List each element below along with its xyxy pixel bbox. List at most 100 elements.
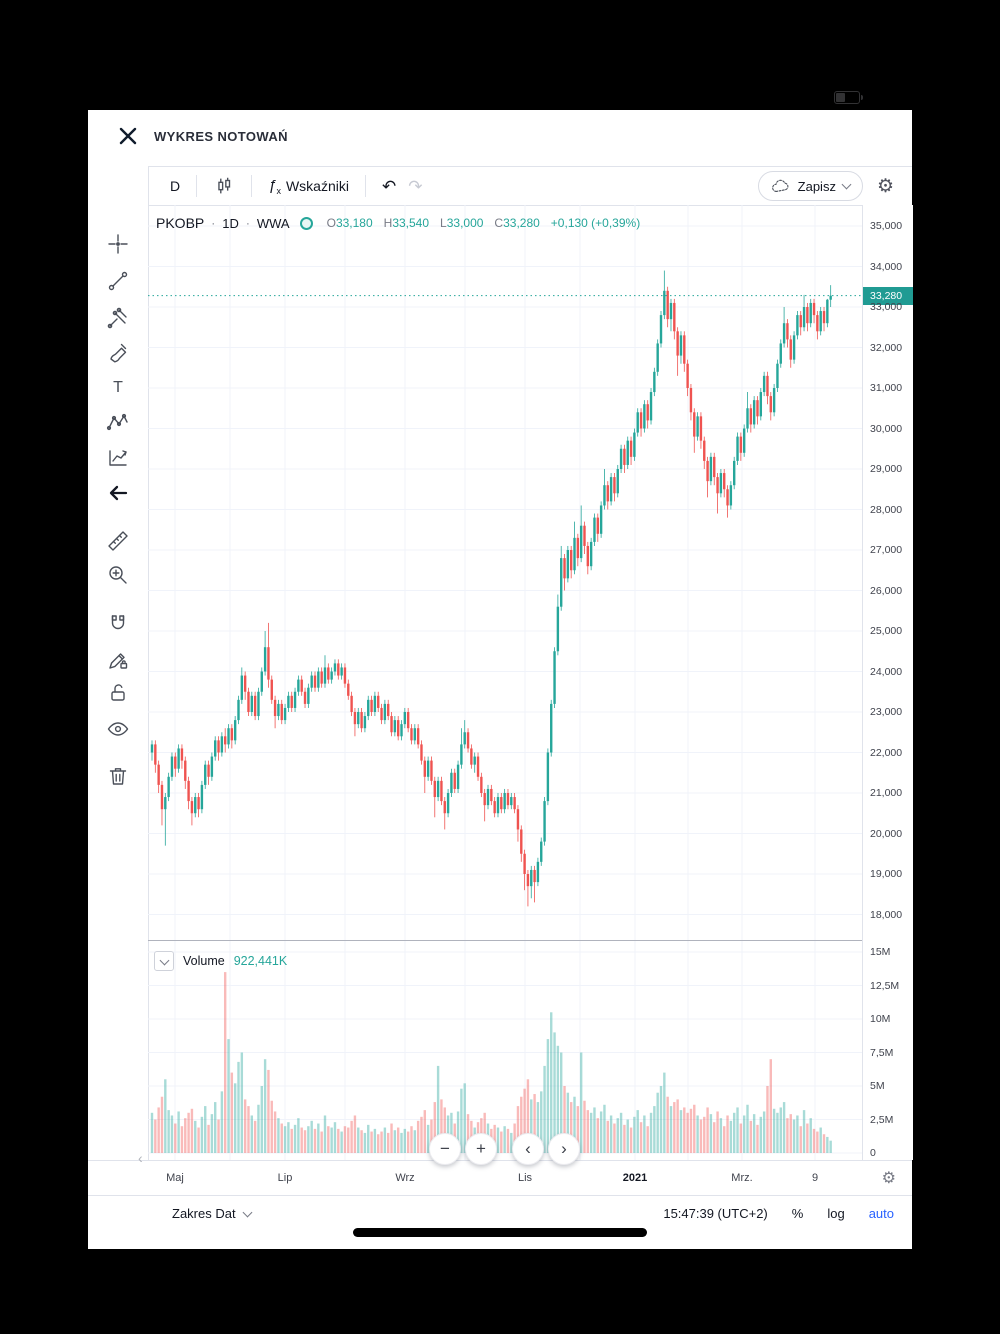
fx-icon: ƒx bbox=[268, 176, 281, 196]
close-value: 33,280 bbox=[503, 216, 540, 230]
app-header: WYKRES NOTOWAŃ bbox=[88, 110, 912, 162]
volume-axis-label: 12,5M bbox=[870, 979, 900, 992]
change-value: +0,130 (+0,39%) bbox=[550, 216, 641, 230]
interval-button[interactable]: D bbox=[164, 174, 186, 198]
collapse-panel-handle[interactable]: ‹ bbox=[138, 1150, 143, 1166]
scroll-left-button[interactable]: ‹ bbox=[512, 1133, 544, 1165]
clock: 15:47:39 (UTC+2) bbox=[663, 1206, 768, 1221]
legend-interval: 1D bbox=[222, 215, 239, 231]
volume-axis-label: 7,5M bbox=[870, 1046, 894, 1059]
eye-icon[interactable] bbox=[106, 717, 130, 741]
settings-gear-icon[interactable]: ⚙ bbox=[873, 173, 898, 200]
time-axis-label: Mrz. bbox=[731, 1172, 753, 1184]
volume-axis-label: 0 bbox=[870, 1147, 876, 1159]
toolbar-divider bbox=[364, 175, 366, 197]
volume-value: 922,441K bbox=[233, 954, 288, 968]
toolbar-divider bbox=[251, 175, 253, 197]
time-axis-label: 2021 bbox=[622, 1172, 648, 1184]
drawing-lock-pencil-icon[interactable] bbox=[106, 648, 130, 672]
time-axis-label: 9 bbox=[811, 1172, 819, 1184]
price-axis-label: 34,000 bbox=[870, 260, 903, 273]
chart-style-candles-icon[interactable] bbox=[207, 171, 241, 201]
pane-separator[interactable] bbox=[148, 940, 912, 941]
undo-icon[interactable]: ↶ bbox=[376, 174, 402, 199]
pattern-icon[interactable] bbox=[106, 410, 130, 434]
price-axis-label: 27,000 bbox=[870, 544, 903, 556]
page-title: WYKRES NOTOWAŃ bbox=[154, 129, 288, 144]
save-label: Zapisz bbox=[797, 178, 836, 194]
zoom-out-button[interactable]: − bbox=[429, 1133, 461, 1165]
price-axis-label: 30,000 bbox=[870, 422, 903, 435]
price-axis-label: 25,000 bbox=[870, 625, 903, 637]
price-axis-label: 29,000 bbox=[870, 463, 903, 475]
price-axis-label: 33,000 bbox=[870, 301, 903, 313]
price-axis[interactable]: 33,280 35,000 34,000 33,000 32,000 31,000 30,… bbox=[862, 205, 913, 1160]
time-axis-label: Wrz bbox=[395, 1172, 415, 1184]
price-pane-canvas[interactable] bbox=[148, 205, 862, 941]
pitchfork-icon[interactable] bbox=[106, 306, 130, 330]
price-axis-label: 19,000 bbox=[870, 868, 903, 880]
chevron-down-icon bbox=[841, 179, 852, 190]
auto-scale-toggle[interactable]: auto bbox=[868, 1206, 894, 1221]
high-value: 33,540 bbox=[392, 216, 430, 230]
arrow-tool-icon[interactable] bbox=[106, 481, 130, 505]
low-value: 33,000 bbox=[446, 216, 484, 230]
date-range-label: Zakres Dat bbox=[172, 1206, 236, 1221]
time-axis-label: Lip bbox=[277, 1172, 293, 1184]
open-label: O bbox=[326, 216, 336, 230]
crosshair-icon[interactable] bbox=[106, 232, 130, 256]
brush-icon[interactable] bbox=[106, 340, 130, 364]
trendline-icon[interactable] bbox=[106, 269, 130, 293]
volume-collapse-button[interactable] bbox=[154, 951, 174, 971]
redo-icon[interactable]: ↷ bbox=[402, 174, 428, 199]
indicators-label: Wskaźniki bbox=[285, 178, 349, 194]
price-axis-label: 28,000 bbox=[870, 503, 903, 516]
lock-open-icon[interactable] bbox=[106, 681, 130, 705]
open-value: 33,180 bbox=[335, 216, 373, 230]
zoom-in-icon[interactable] bbox=[106, 563, 130, 587]
indicators-button[interactable]: ƒx Wskaźniki bbox=[262, 173, 355, 200]
time-axis-label: Maj bbox=[166, 1172, 184, 1184]
price-axis-label: 23,000 bbox=[870, 706, 903, 718]
percent-scale-toggle[interactable]: % bbox=[791, 1206, 804, 1221]
toolbar-divider bbox=[196, 175, 198, 197]
price-axis-label: 24,000 bbox=[870, 665, 903, 678]
series-marker-dot bbox=[299, 216, 313, 230]
price-axis-label: 21,000 bbox=[870, 787, 903, 799]
date-range-button[interactable]: Zakres Dat bbox=[166, 1205, 257, 1222]
volume-axis-label: 10M bbox=[870, 1013, 891, 1025]
price-axis-label: 32,000 bbox=[870, 341, 903, 354]
time-axis[interactable]: Maj Lip Wrz Lis 2021 Mrz. 9 ⚙ bbox=[88, 1160, 912, 1196]
svg-text:T: T bbox=[113, 379, 123, 396]
home-indicator[interactable] bbox=[353, 1228, 647, 1237]
trash-icon[interactable] bbox=[106, 764, 130, 788]
battery-icon bbox=[834, 91, 863, 104]
current-price-tag: 33,280 bbox=[863, 286, 913, 305]
legend-exchange: WWA bbox=[256, 215, 290, 231]
magnet-icon[interactable] bbox=[106, 612, 130, 636]
time-axis-gear-icon[interactable]: ⚙ bbox=[881, 1170, 896, 1187]
volume-axis-label: 5M bbox=[870, 1080, 885, 1092]
chevron-down-icon bbox=[242, 1207, 253, 1217]
high-label: H bbox=[383, 216, 393, 230]
text-tool-icon[interactable]: T bbox=[106, 375, 130, 399]
symbol-name: PKOBP bbox=[156, 215, 205, 231]
volume-pane-canvas[interactable] bbox=[148, 941, 862, 1160]
scroll-right-button[interactable]: › bbox=[548, 1133, 580, 1165]
zoom-in-button[interactable]: + bbox=[465, 1133, 497, 1165]
volume-axis-label: 15M bbox=[870, 946, 891, 958]
low-label: L bbox=[440, 216, 447, 230]
ruler-icon[interactable] bbox=[106, 529, 130, 553]
forecast-icon[interactable] bbox=[106, 446, 130, 470]
save-button[interactable]: Zapisz bbox=[757, 171, 863, 201]
time-axis-label: Lis bbox=[517, 1172, 533, 1184]
price-axis-label: 31,000 bbox=[870, 382, 903, 394]
chart-toolbar: D ƒx Wskaźniki ↶ ↷ Zapisz bbox=[88, 166, 912, 205]
chart-legend[interactable]: PKOBP · 1D · WWA O33,180 H33,540 L33,000… bbox=[156, 215, 641, 231]
price-axis-label: 26,000 bbox=[870, 584, 903, 597]
volume-axis-label: 2,5M bbox=[870, 1113, 894, 1126]
drawing-tools-sidebar: T bbox=[88, 166, 149, 1195]
close-icon[interactable] bbox=[116, 124, 140, 148]
log-scale-toggle[interactable]: log bbox=[827, 1206, 845, 1221]
toolbar-divider bbox=[148, 205, 912, 206]
